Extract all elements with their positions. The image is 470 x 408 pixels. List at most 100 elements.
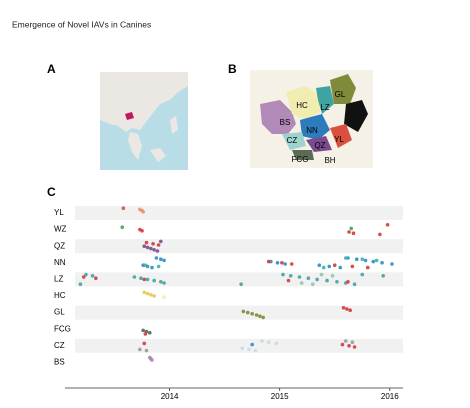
- point: [158, 257, 163, 262]
- point: [245, 310, 250, 315]
- point: [141, 328, 145, 333]
- point: [81, 275, 86, 279]
- point: [352, 282, 357, 287]
- row-label: LZ: [54, 275, 63, 284]
- point: [378, 232, 382, 237]
- point: [261, 315, 265, 320]
- point: [343, 339, 348, 343]
- row-label: YL: [54, 208, 64, 217]
- point: [347, 344, 351, 348]
- strip-chart: YL WZ QZ NN LZ HC GL FCG CZ BS 2014 2015 2016: [54, 206, 403, 401]
- point: [145, 291, 150, 296]
- point: [78, 282, 83, 287]
- point: [260, 339, 264, 343]
- point: [317, 263, 322, 268]
- point: [151, 242, 155, 246]
- point: [145, 245, 150, 250]
- row-label: WZ: [54, 225, 67, 234]
- region-label: BH: [324, 156, 335, 165]
- row-label: NN: [54, 258, 66, 267]
- point: [152, 294, 156, 298]
- point: [144, 348, 149, 353]
- point: [90, 274, 95, 278]
- point: [241, 309, 246, 314]
- point: [281, 272, 285, 277]
- region-label: GL: [335, 90, 346, 99]
- point: [142, 290, 147, 295]
- point: [138, 347, 142, 352]
- point: [156, 264, 161, 269]
- point: [258, 314, 262, 319]
- point: [274, 341, 279, 346]
- point: [150, 265, 154, 270]
- point: [286, 278, 291, 283]
- point: [254, 313, 259, 317]
- panel-label: C: [47, 185, 56, 199]
- point: [299, 281, 304, 285]
- point: [280, 261, 284, 265]
- point: [275, 261, 280, 265]
- point: [162, 258, 166, 263]
- row-label: BS: [54, 358, 65, 367]
- row-label: FCG: [54, 324, 71, 333]
- point: [147, 331, 152, 335]
- point: [140, 229, 144, 233]
- point: [145, 277, 150, 282]
- row-band: [75, 239, 403, 254]
- region-label: HC: [296, 101, 308, 110]
- point: [253, 348, 258, 353]
- region-label: BS: [280, 118, 291, 127]
- point: [321, 265, 326, 270]
- point: [319, 272, 324, 277]
- point: [347, 230, 351, 234]
- point: [143, 263, 148, 268]
- point: [142, 277, 147, 282]
- point: [345, 307, 349, 311]
- point: [297, 275, 302, 279]
- point: [162, 281, 166, 285]
- region-label: QZ: [314, 141, 325, 150]
- point: [154, 256, 159, 260]
- point: [240, 346, 245, 351]
- point: [158, 239, 163, 244]
- point: [155, 249, 160, 253]
- point: [149, 293, 153, 297]
- point: [306, 276, 311, 281]
- point: [354, 257, 359, 262]
- point: [335, 280, 339, 284]
- x-tick-label: 2015: [271, 392, 289, 401]
- region-label: CZ: [287, 136, 298, 145]
- point: [121, 206, 126, 210]
- point: [371, 259, 376, 264]
- point: [340, 342, 345, 347]
- point: [341, 306, 346, 310]
- panel-label: A: [47, 62, 56, 76]
- point: [349, 226, 354, 231]
- row-label: GL: [54, 308, 65, 317]
- point: [350, 340, 355, 345]
- point: [84, 272, 88, 277]
- x-tick-label: 2016: [381, 392, 399, 401]
- point: [152, 278, 156, 283]
- point: [363, 258, 368, 263]
- point: [360, 257, 365, 262]
- point: [141, 210, 145, 214]
- point: [385, 223, 390, 227]
- point: [132, 275, 137, 279]
- region-label: NN: [306, 126, 318, 135]
- point: [350, 264, 355, 269]
- region-label: YL: [334, 135, 344, 144]
- point: [381, 274, 385, 278]
- point: [239, 282, 243, 287]
- point: [283, 262, 287, 266]
- point: [266, 259, 271, 264]
- point: [144, 240, 149, 245]
- point: [380, 261, 384, 265]
- point: [149, 246, 153, 251]
- point: [247, 347, 251, 352]
- point: [325, 278, 329, 283]
- point: [142, 341, 147, 346]
- figure-title: Emergence of Novel IAVs in Canines: [12, 19, 151, 29]
- point: [142, 244, 147, 248]
- point: [290, 262, 294, 266]
